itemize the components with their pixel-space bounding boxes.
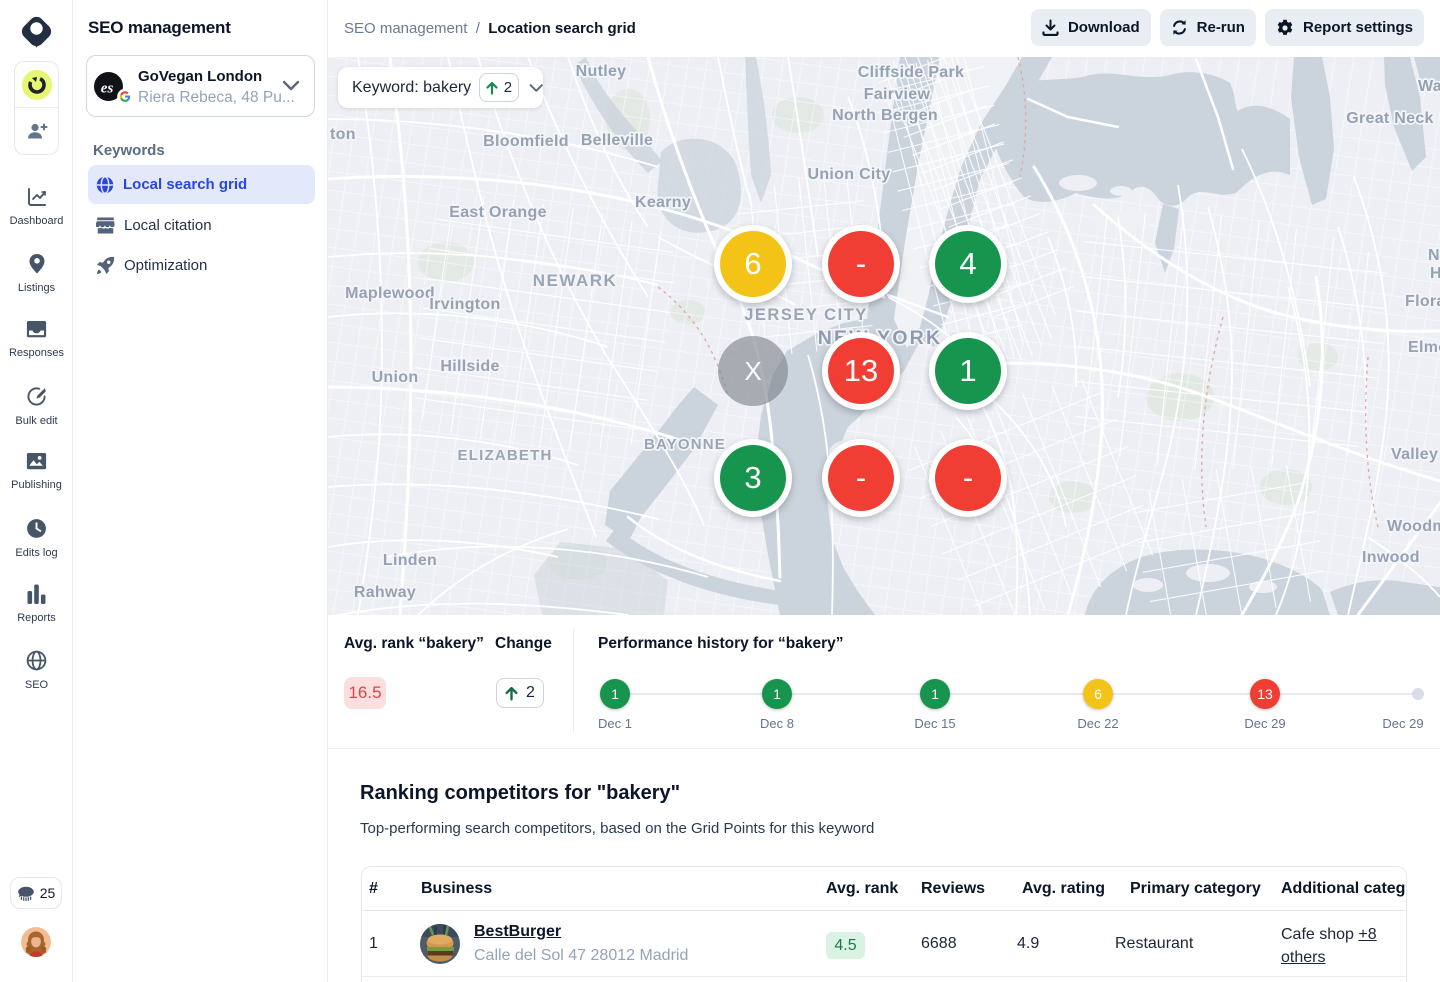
svg-text:Rahway: Rahway	[354, 584, 416, 601]
svg-text:Hillside: Hillside	[440, 358, 499, 375]
svg-text:Union: Union	[372, 369, 419, 386]
svg-text:Union City: Union City	[808, 166, 891, 183]
svg-text:Linden: Linden	[383, 552, 437, 569]
svg-text:NEWARK: NEWARK	[533, 271, 618, 290]
svg-text:Hy: Hy	[1430, 265, 1440, 282]
svg-text:No: No	[1428, 247, 1440, 264]
svg-text:Floral: Floral	[1405, 293, 1440, 310]
svg-text:North Bergen: North Bergen	[832, 107, 938, 124]
svg-text:Nutley: Nutley	[576, 63, 627, 80]
svg-text:East Orange: East Orange	[449, 204, 547, 221]
svg-text:JERSEY CITY: JERSEY CITY	[744, 306, 867, 324]
svg-text:Inwood: Inwood	[1362, 549, 1420, 566]
svg-text:Cliffside Park: Cliffside Park	[858, 64, 964, 81]
svg-text:BAYONNE: BAYONNE	[644, 436, 726, 453]
svg-text:Belleville: Belleville	[581, 132, 653, 149]
svg-text:es: es	[101, 81, 114, 97]
svg-text:Maplewood: Maplewood	[345, 285, 435, 302]
svg-text:Fairview: Fairview	[864, 86, 931, 103]
svg-text:Great Neck: Great Neck	[1346, 110, 1434, 127]
svg-text:ton: ton	[330, 126, 356, 143]
svg-text:Kearny: Kearny	[635, 194, 691, 211]
svg-text:Woodm: Woodm	[1387, 518, 1440, 535]
svg-text:ELIZABETH: ELIZABETH	[458, 447, 553, 464]
svg-text:Irvington: Irvington	[429, 296, 500, 313]
svg-text:Bloomfield: Bloomfield	[483, 133, 569, 150]
svg-text:Valley S: Valley S	[1391, 446, 1440, 463]
svg-text:Was: Was	[1418, 78, 1440, 95]
svg-text:Elmo: Elmo	[1408, 339, 1440, 356]
